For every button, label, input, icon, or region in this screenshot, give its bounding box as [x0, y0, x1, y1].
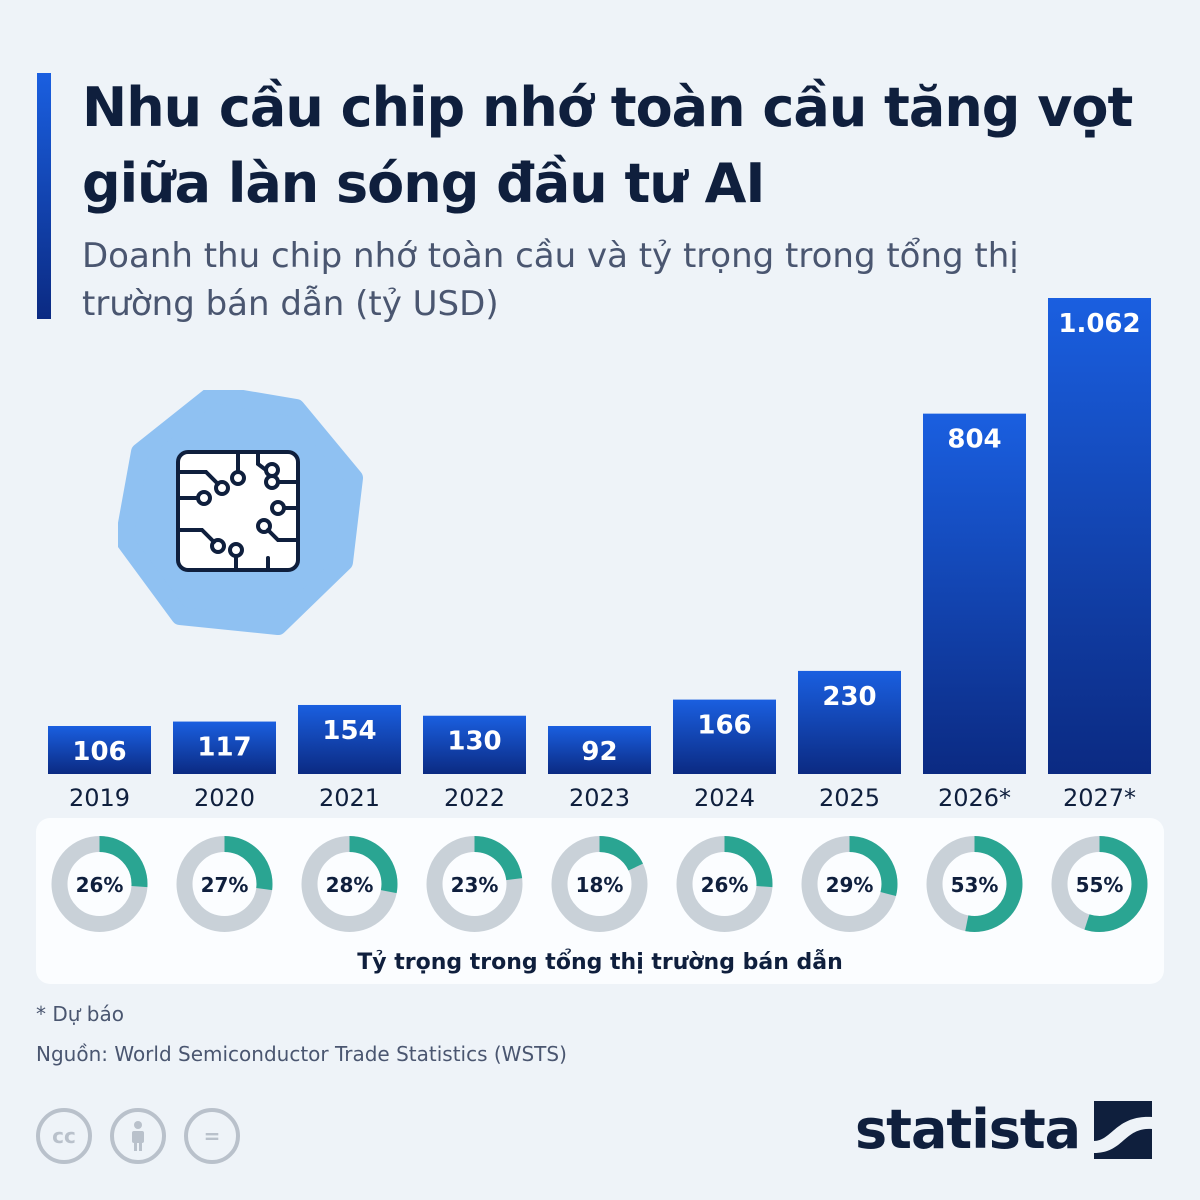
bar: [48, 726, 151, 774]
category-label: 2022: [444, 784, 505, 812]
brand-name: statista: [855, 1098, 1081, 1161]
forecast-footnote: * Dự báo: [36, 1002, 124, 1026]
category-label: 2021: [319, 784, 380, 812]
bar-value-label: 130: [447, 727, 501, 757]
bar-group: 1.062 2027*: [1048, 298, 1151, 812]
bar-value-label: 117: [197, 733, 251, 763]
bar-group: 804 2026*: [923, 413, 1026, 812]
statista-logo[interactable]: statista: [855, 1098, 1153, 1161]
bar: [548, 726, 651, 774]
category-label: 2026*: [938, 784, 1011, 812]
category-label: 2024: [694, 784, 755, 812]
bar-value-label: 106: [72, 737, 126, 767]
category-label: 2023: [569, 784, 630, 812]
chart-subtitle: Doanh thu chip nhớ toàn cầu và tỷ trọng …: [82, 236, 1019, 324]
source-note: Nguồn: World Semiconductor Trade Statist…: [36, 1042, 567, 1066]
attribution-icon[interactable]: [110, 1108, 166, 1164]
memory-chip-icon: [115, 385, 363, 635]
statista-mark-icon: [1094, 1100, 1153, 1159]
bar-group: 230 2025: [798, 670, 901, 812]
bar-group: 130 2022: [423, 715, 526, 812]
category-label: 2025: [819, 784, 880, 812]
bar-value-label: 92: [581, 737, 617, 767]
category-label: 2027*: [1063, 784, 1136, 812]
bar-value-label: 166: [697, 711, 751, 741]
bar: [923, 413, 1026, 774]
no-derivatives-icon[interactable]: =: [184, 1108, 240, 1164]
bar: [1048, 298, 1151, 774]
bar-value-label: 804: [947, 425, 1001, 455]
bar: [173, 721, 276, 774]
bar-group: 92 2023: [548, 726, 651, 812]
bar-group: 154 2021: [298, 704, 401, 812]
bar-value-label: 1.062: [1058, 309, 1140, 339]
title-accent-bar: [37, 73, 51, 319]
license-icons: cc =: [36, 1108, 240, 1164]
bar: [673, 699, 776, 774]
share-caption: Tỷ trọng trong tổng thị trường bán dẫn: [357, 950, 843, 975]
bar-value-label: 154: [322, 716, 376, 746]
chart-title: Nhu cầu chip nhớ toàn cầu tăng vọt giữa …: [82, 76, 1133, 215]
bar: [798, 670, 901, 774]
bar: [298, 704, 401, 774]
category-label: 2020: [194, 784, 255, 812]
category-label: 2019: [69, 784, 130, 812]
bar: [423, 715, 526, 774]
bar-value-label: 230: [822, 682, 876, 712]
creative-commons-icon[interactable]: cc: [36, 1108, 92, 1164]
bar-group: 106 2019: [48, 726, 151, 812]
bar-group: 117 2020: [173, 721, 276, 812]
bar-group: 166 2024: [673, 699, 776, 812]
